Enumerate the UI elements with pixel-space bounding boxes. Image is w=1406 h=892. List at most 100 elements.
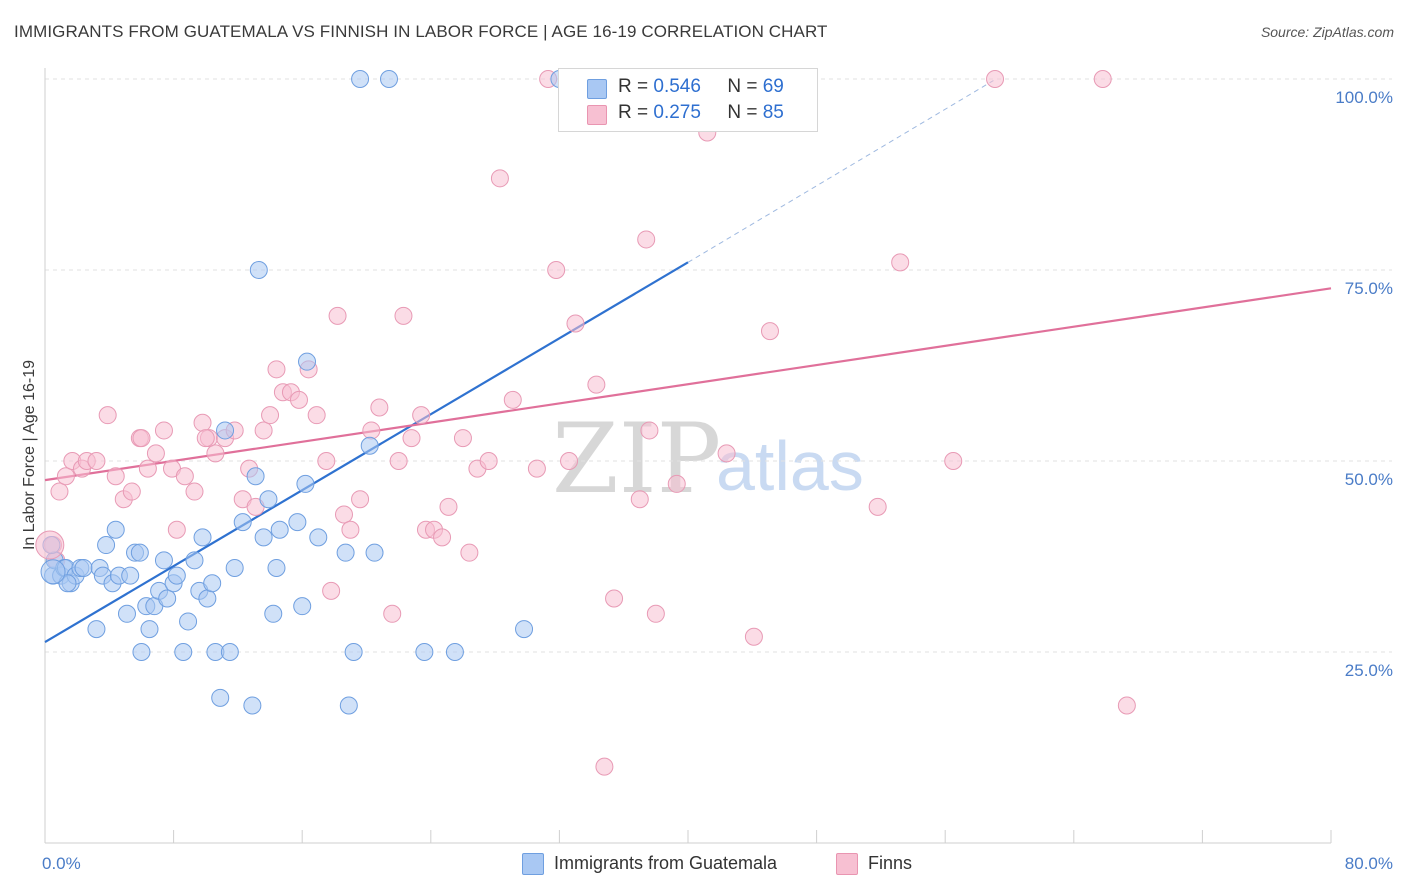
point-guatemala (174, 643, 193, 661)
r-label: R = (618, 76, 649, 97)
point-finns-cluster (35, 530, 65, 560)
point-finns (394, 306, 413, 325)
point-guatemala (254, 528, 273, 547)
tick-labels: 25.0% 50.0% 75.0% 100.0% 0.0% 80.0% (42, 88, 1393, 873)
point-guatemala (298, 352, 317, 371)
point-guatemala (233, 513, 252, 532)
grid (45, 78, 1392, 653)
point-guatemala (97, 536, 116, 555)
point-guatemala (106, 520, 125, 539)
data-points (35, 70, 1136, 776)
point-finns (132, 429, 151, 448)
y-tick-label: 75.0% (1345, 279, 1393, 298)
point-finns (322, 581, 341, 600)
point-guatemala (179, 612, 198, 631)
point-finns (547, 261, 566, 279)
point-finns (56, 467, 75, 486)
point-finns (50, 482, 69, 501)
point-finns (87, 452, 106, 470)
point-finns (527, 459, 546, 478)
point-finns (439, 497, 458, 516)
point-finns (760, 322, 779, 341)
x-tick-label-max: 80.0% (1345, 854, 1393, 873)
point-finns (122, 482, 141, 501)
point-finns (637, 230, 656, 249)
point-finns (307, 406, 326, 425)
y-tick-label: 25.0% (1345, 661, 1393, 680)
point-guatemala (415, 643, 434, 661)
point-guatemala (515, 620, 534, 639)
point-finns (351, 490, 370, 509)
point-finns (206, 444, 225, 463)
point-finns (433, 528, 452, 547)
watermark: ZIP atlas (552, 403, 864, 515)
point-finns (341, 520, 360, 539)
n-value-finns: 85 (762, 102, 784, 123)
point-guatemala (140, 620, 159, 639)
point-finns (175, 467, 194, 486)
correlation-legend: R = 0.546 N = 69 R = 0.275 N = 85 (558, 68, 818, 132)
point-guatemala (216, 421, 235, 440)
r-label: R = (618, 102, 649, 123)
point-guatemala (121, 566, 140, 585)
point-finns (383, 604, 402, 623)
r-value-guatemala: 0.546 (653, 76, 701, 97)
r-value-finns: 0.275 (653, 102, 701, 123)
series-legend: Immigrants from Guatemala Finns (0, 850, 1406, 878)
point-finns (646, 604, 665, 623)
point-finns (490, 169, 509, 188)
point-guatemala (344, 643, 363, 661)
n-label: N = (727, 76, 758, 97)
legend-swatch-finns (587, 105, 607, 125)
axes (44, 68, 1332, 844)
point-guatemala (336, 543, 355, 562)
point-finns (138, 459, 157, 478)
trend-line-finns (44, 287, 1332, 482)
point-guatemala (130, 543, 149, 562)
point-guatemala (296, 474, 315, 493)
point-finns (479, 452, 498, 470)
point-finns (986, 70, 1005, 88)
legend-label-finns: Finns (868, 853, 913, 873)
point-finns (412, 406, 431, 425)
point-guatemala (339, 696, 358, 715)
point-guatemala (220, 643, 239, 661)
point-finns (196, 429, 215, 448)
point-finns (146, 444, 165, 463)
legend-swatch-finns (836, 853, 858, 875)
point-finns (566, 314, 585, 333)
point-guatemala (198, 589, 217, 608)
trend-lines (44, 80, 1332, 644)
point-finns (891, 253, 910, 272)
point-finns (154, 421, 173, 440)
legend-swatch-guatemala (522, 853, 544, 875)
point-guatemala (267, 558, 286, 577)
point-guatemala (293, 597, 312, 616)
y-tick-label: 100.0% (1335, 88, 1393, 107)
x-tick-label-min: 0.0% (42, 854, 81, 873)
point-finns (868, 497, 887, 516)
point-finns (503, 390, 522, 409)
point-guatemala (309, 528, 328, 547)
point-finns (605, 589, 624, 608)
point-guatemala (351, 70, 370, 88)
point-guatemala (132, 643, 151, 661)
point-finns (334, 505, 353, 524)
point-finns (944, 452, 963, 470)
point-guatemala (87, 620, 106, 639)
point-finns (362, 421, 381, 440)
point-finns (185, 482, 204, 501)
point-guatemala (270, 520, 289, 539)
point-finns (587, 375, 606, 394)
point-finns (595, 757, 614, 776)
point-guatemala (264, 604, 283, 623)
point-guatemala (193, 528, 212, 547)
point-finns (98, 406, 117, 425)
point-finns (267, 360, 286, 379)
point-guatemala (58, 574, 77, 593)
point-guatemala (225, 558, 244, 577)
point-finns (254, 421, 273, 440)
legend-label-guatemala: Immigrants from Guatemala (554, 853, 778, 873)
point-finns (167, 520, 186, 539)
point-finns (453, 429, 472, 448)
